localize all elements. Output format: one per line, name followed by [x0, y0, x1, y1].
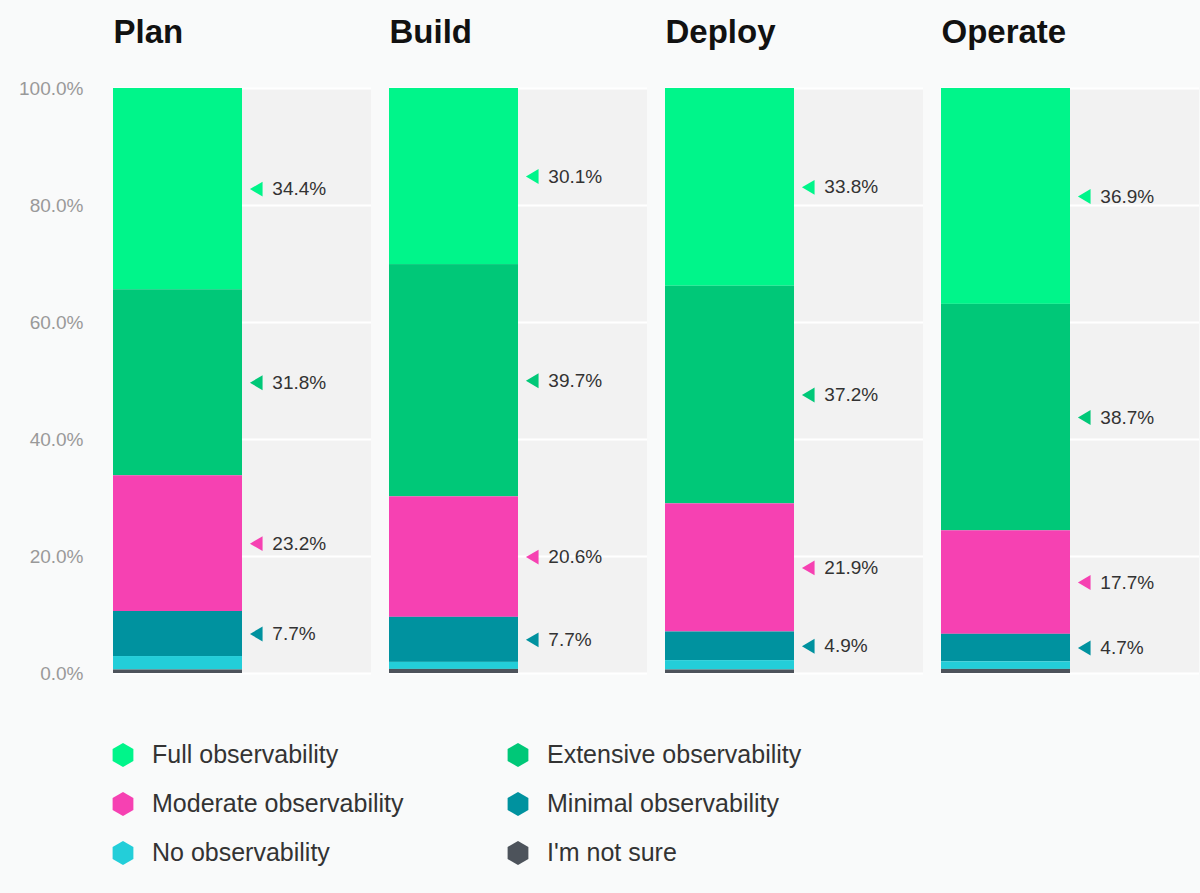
svg-text:36.9%: 36.9% — [1100, 186, 1154, 207]
svg-text:20.0%: 20.0% — [30, 546, 84, 567]
svg-text:0.0%: 0.0% — [40, 663, 83, 684]
svg-text:80.0%: 80.0% — [30, 195, 84, 216]
svg-text:33.8%: 33.8% — [824, 176, 878, 197]
svg-text:Deploy: Deploy — [666, 13, 777, 50]
html-text:Full observability: Full observability — [152, 740, 339, 768]
html-text:Extensive observability: Extensive observability — [547, 740, 802, 768]
svg-text:34.4%: 34.4% — [272, 178, 326, 199]
svg-text:17.7%: 17.7% — [1100, 572, 1154, 593]
svg-text:37.2%: 37.2% — [824, 384, 878, 405]
svg-text:31.8%: 31.8% — [272, 372, 326, 393]
svg-text:7.7%: 7.7% — [548, 629, 591, 650]
svg-text:4.7%: 4.7% — [1100, 637, 1143, 658]
svg-text:23.2%: 23.2% — [272, 533, 326, 554]
svg-text:100.0%: 100.0% — [19, 78, 84, 99]
svg-text:Plan: Plan — [114, 13, 184, 50]
svg-text:30.1%: 30.1% — [548, 166, 602, 187]
svg-text:60.0%: 60.0% — [30, 312, 84, 333]
svg-text:7.7%: 7.7% — [272, 623, 315, 644]
svg-text:39.7%: 39.7% — [548, 370, 602, 391]
svg-text:38.7%: 38.7% — [1100, 407, 1154, 428]
svg-text:Build: Build — [390, 13, 472, 50]
html-text:No observability: No observability — [152, 838, 330, 866]
html-text:I'm not sure: I'm not sure — [547, 838, 677, 866]
html-text:Minimal observability: Minimal observability — [547, 789, 779, 817]
svg-text:Operate: Operate — [942, 13, 1067, 50]
svg-text:40.0%: 40.0% — [30, 429, 84, 450]
html-text:Moderate observability: Moderate observability — [152, 789, 404, 817]
svg-text:20.6%: 20.6% — [548, 546, 602, 567]
svg-text:4.9%: 4.9% — [824, 635, 867, 656]
svg-text:21.9%: 21.9% — [824, 557, 878, 578]
